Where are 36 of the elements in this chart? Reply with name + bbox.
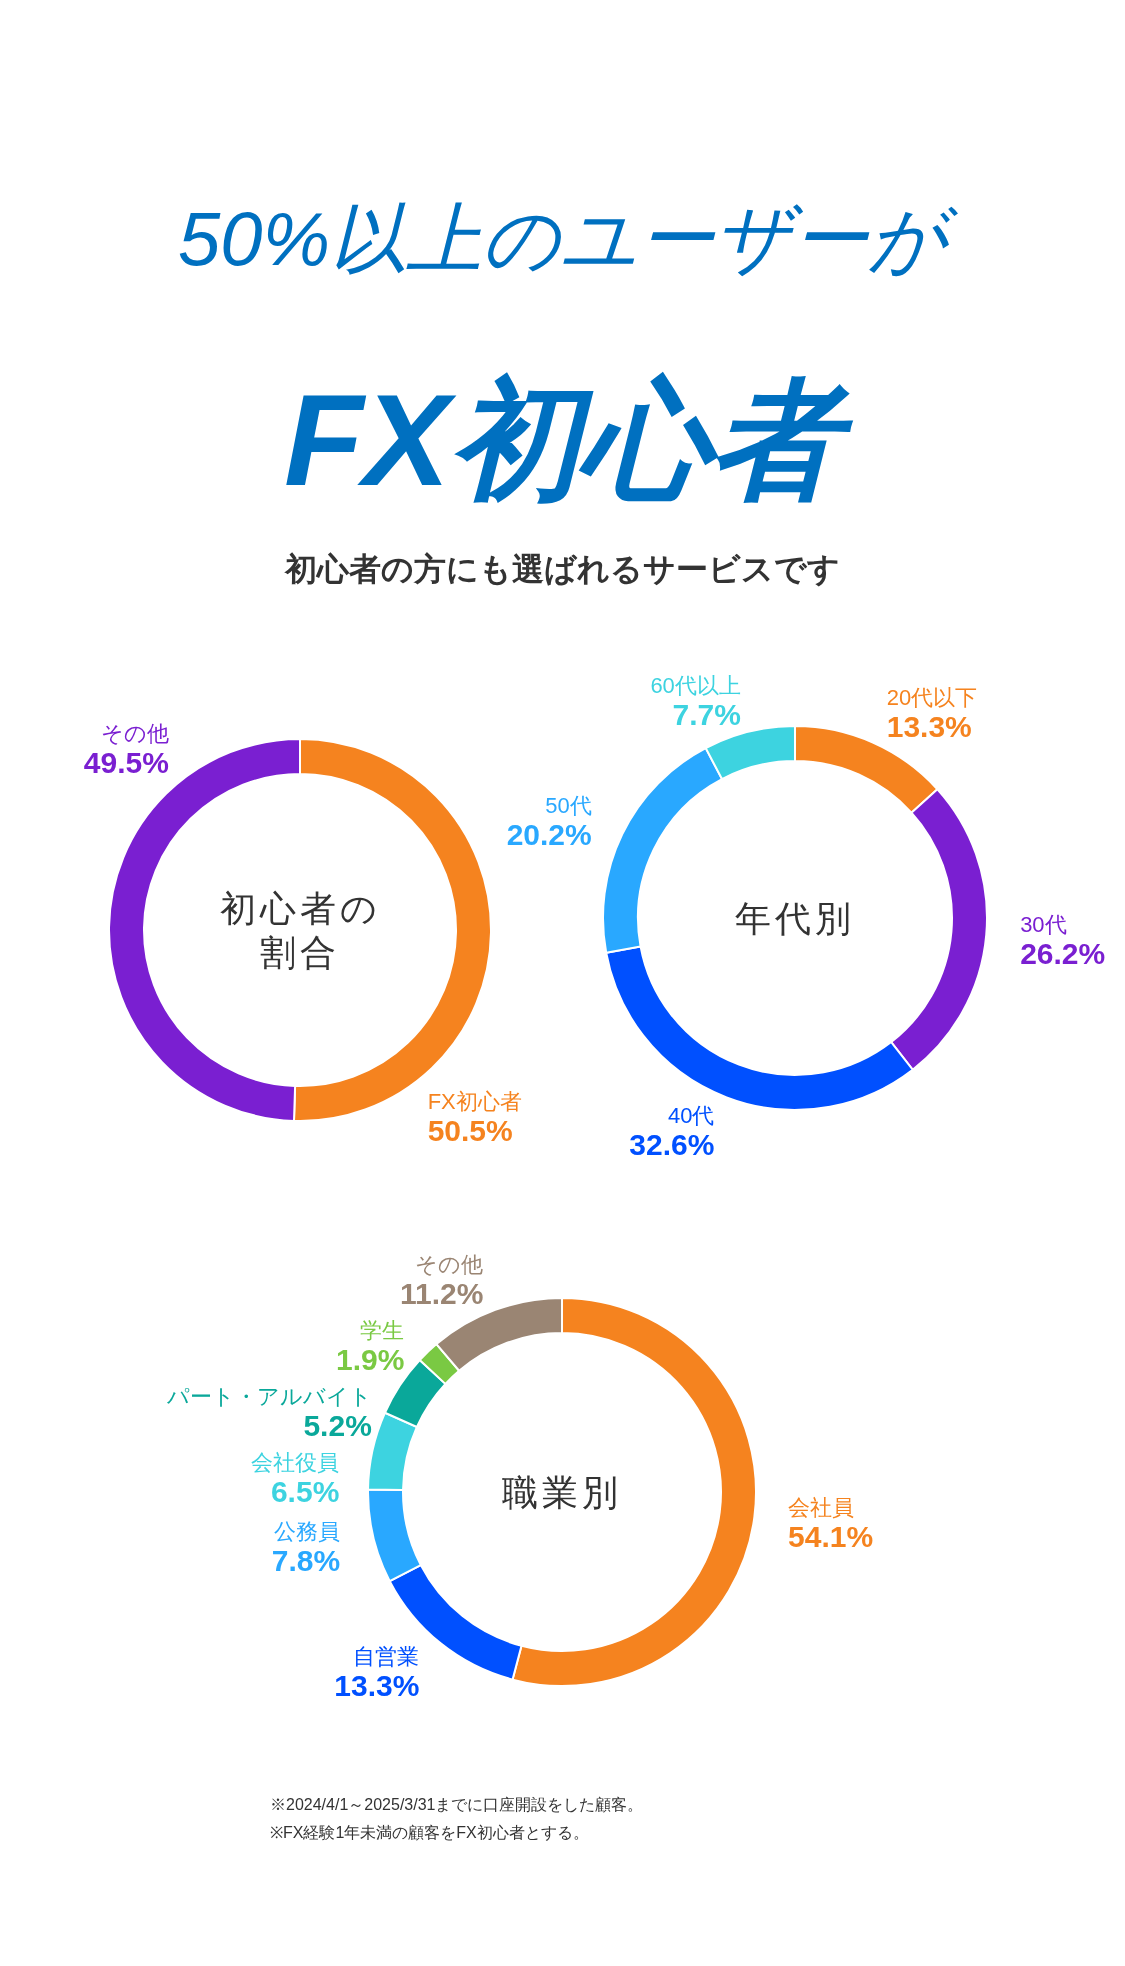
data-label: 7.7% (672, 697, 741, 731)
slice-label: 公務員 (274, 1518, 341, 1544)
data-label: 26.2% (1020, 936, 1106, 970)
data-label: 11.2% (400, 1276, 484, 1310)
text: ※FX経験1年未満の顧客をFX初心者とする。 (270, 1824, 589, 1841)
text: 職業別 (502, 1472, 622, 1513)
data-label: 13.3% (334, 1668, 420, 1702)
slice-label: 学生 (360, 1317, 405, 1343)
data-label: 13.3% (886, 710, 972, 744)
data-label: 7.8% (271, 1543, 341, 1577)
text: ※2024/4/1～2025/3/31までに口座開設をした顧客。 (270, 1796, 644, 1813)
data-label: 49.5% (83, 746, 169, 780)
data-label: 20.2% (506, 818, 592, 852)
slice-label: 会社役員 (251, 1449, 340, 1475)
text: 初心者の割合 (219, 888, 381, 973)
slice-label: 30代 (1020, 911, 1067, 937)
data-label: 1.9% (335, 1342, 405, 1376)
data-label: 50.5% (427, 1114, 513, 1148)
slice-label: FX初心者 (427, 1089, 522, 1115)
slice-label: 会社員 (788, 1495, 855, 1521)
data-label: 6.5% (270, 1474, 340, 1508)
text: 初心者の方にも選ばれるサービスです (283, 551, 840, 587)
slice-label: 20代以下 (886, 685, 978, 711)
slice-label: 自営業 (353, 1643, 420, 1669)
slice-label: 50代 (545, 793, 592, 819)
slice-label: 40代 (667, 1103, 715, 1129)
slice-label: 60代以上 (650, 672, 741, 698)
data-label: 54.1% (788, 1520, 874, 1554)
slice-label: その他 (100, 721, 169, 747)
text: 50%以上のユーザーが (177, 196, 959, 281)
data-label: 32.6% (629, 1128, 715, 1162)
slice-label: その他 (415, 1251, 484, 1277)
data-label: 5.2% (303, 1408, 372, 1442)
text: FX初心者 (283, 367, 855, 513)
text: 年代別 (735, 898, 855, 939)
slice-label: パート・アルバイト (165, 1383, 372, 1409)
